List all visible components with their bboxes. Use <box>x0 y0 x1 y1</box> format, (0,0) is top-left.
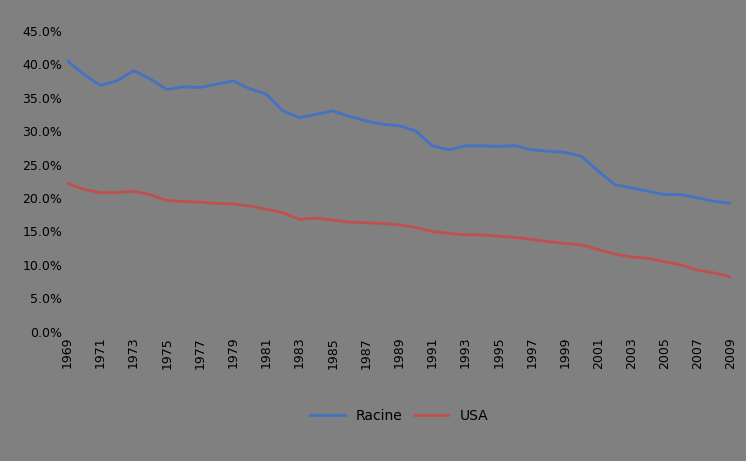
Racine <box>411 128 420 134</box>
Racine <box>395 123 404 129</box>
USA <box>693 267 702 273</box>
Racine <box>577 154 586 159</box>
Racine <box>544 148 553 154</box>
Line: USA: USA <box>67 183 731 277</box>
USA <box>411 225 420 230</box>
USA <box>627 254 636 260</box>
Racine <box>195 85 204 90</box>
USA <box>461 232 470 237</box>
USA <box>245 203 254 209</box>
USA <box>95 190 104 195</box>
Racine <box>660 192 669 197</box>
Legend: Racine, USA: Racine, USA <box>310 409 488 423</box>
USA <box>79 187 88 192</box>
USA <box>195 199 204 205</box>
Racine <box>677 192 686 197</box>
Racine <box>113 78 122 83</box>
Racine <box>262 91 271 97</box>
USA <box>660 259 669 264</box>
USA <box>445 230 454 236</box>
Racine <box>644 189 653 194</box>
Racine <box>63 58 72 64</box>
Racine <box>295 115 304 120</box>
USA <box>644 255 653 261</box>
USA <box>345 219 354 225</box>
USA <box>63 181 72 186</box>
Line: Racine: Racine <box>67 61 731 203</box>
USA <box>560 241 569 246</box>
USA <box>145 192 154 197</box>
USA <box>113 190 122 195</box>
Racine <box>445 147 454 153</box>
Racine <box>229 78 238 83</box>
USA <box>312 215 321 221</box>
USA <box>378 221 387 226</box>
USA <box>262 207 271 212</box>
USA <box>229 201 238 207</box>
USA <box>361 220 370 225</box>
USA <box>328 217 337 223</box>
USA <box>494 233 503 239</box>
Racine <box>693 195 702 201</box>
Racine <box>610 182 619 187</box>
Racine <box>163 87 172 92</box>
Racine <box>477 143 486 148</box>
USA <box>727 274 736 280</box>
Racine <box>427 143 436 148</box>
Racine <box>378 122 387 127</box>
Racine <box>312 112 321 117</box>
USA <box>544 239 553 244</box>
Racine <box>527 147 536 153</box>
Racine <box>710 199 719 204</box>
USA <box>163 198 172 203</box>
USA <box>677 262 686 268</box>
Racine <box>245 86 254 92</box>
USA <box>610 251 619 257</box>
Racine <box>627 185 636 191</box>
Racine <box>79 71 88 77</box>
Racine <box>345 113 354 119</box>
Racine <box>328 108 337 114</box>
Racine <box>361 118 370 124</box>
USA <box>295 217 304 222</box>
USA <box>212 201 221 206</box>
Racine <box>727 201 736 206</box>
USA <box>511 235 520 240</box>
Racine <box>212 82 221 87</box>
Racine <box>461 143 470 148</box>
USA <box>477 232 486 237</box>
USA <box>594 247 603 252</box>
USA <box>527 237 536 242</box>
USA <box>179 199 188 204</box>
USA <box>129 189 138 194</box>
Racine <box>494 144 503 149</box>
Racine <box>594 168 603 174</box>
USA <box>577 242 586 248</box>
Racine <box>560 150 569 155</box>
Racine <box>278 108 287 114</box>
USA <box>278 210 287 215</box>
Racine <box>145 76 154 82</box>
Racine <box>179 84 188 89</box>
Racine <box>95 83 104 88</box>
USA <box>427 229 436 234</box>
USA <box>395 222 404 228</box>
USA <box>710 270 719 276</box>
Racine <box>129 68 138 73</box>
Racine <box>511 143 520 148</box>
